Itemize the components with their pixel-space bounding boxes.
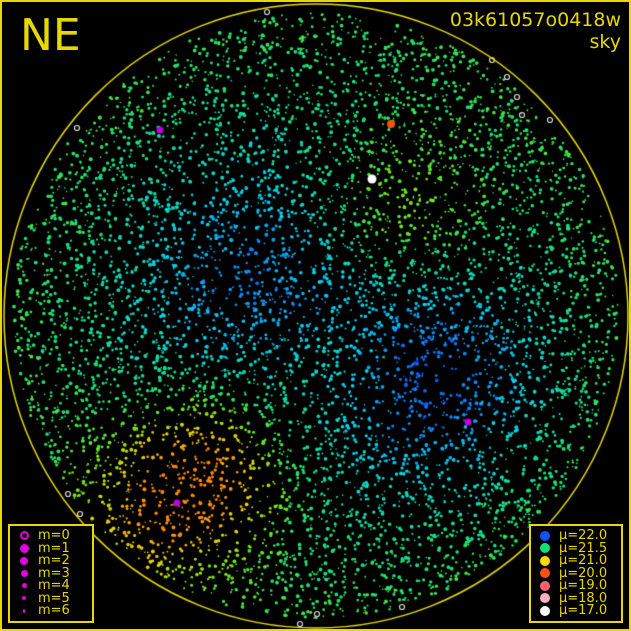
- sky-brightness-legend-item: μ=18.0: [537, 592, 615, 605]
- dot-icon: [20, 569, 28, 577]
- color-swatch-icon: [540, 605, 550, 616]
- dot-icon: [22, 596, 26, 601]
- observation-id: 03k61057o0418w: [449, 9, 621, 31]
- sky-brightness-legend-label: μ=20.0: [559, 565, 608, 581]
- color-swatch-icon: [540, 593, 550, 604]
- sky-brightness-legend-item: μ=17.0: [537, 603, 615, 619]
- sky-brightness-legend-label: μ=17.0: [559, 603, 608, 619]
- sky-brightness-legend-item: μ=19.0: [537, 578, 615, 594]
- dot-icon: [20, 556, 28, 565]
- magnitude-legend-label: m=1: [38, 540, 70, 556]
- magnitude-legend-item: m=2: [16, 553, 86, 569]
- magnitude-legend-label: m=4: [38, 578, 70, 594]
- sky-brightness-legend-item: μ=21.0: [537, 553, 615, 569]
- magnitude-legend-item: m=4: [16, 578, 86, 594]
- color-swatch-icon: [540, 568, 550, 579]
- sky-brightness-legend: μ=22.0 μ=21.5 μ=21.0 μ=20.0 μ=19.0 μ=18.0 μ=17…: [529, 523, 623, 623]
- sky-brightness-legend-label: μ=19.0: [559, 578, 608, 594]
- magnitude-legend-label: m=3: [38, 565, 70, 581]
- dot-icon: [23, 608, 25, 613]
- magnitude-legend-item: m=1: [16, 542, 86, 555]
- sky-brightness-legend-item: μ=21.5: [537, 542, 615, 555]
- magnitude-legend-label: m=0: [38, 528, 70, 544]
- sky-brightness-legend-label: μ=21.5: [559, 540, 608, 556]
- magnitude-legend-item: m=3: [16, 567, 86, 580]
- magnitude-legend-label: m=5: [38, 590, 70, 606]
- magnitude-legend-label: m=6: [38, 603, 70, 619]
- magnitude-legend-item: m=0: [16, 528, 86, 544]
- sky-brightness-legend-label: μ=21.0: [559, 553, 608, 569]
- sky-brightness-legend-item: μ=22.0: [537, 528, 615, 544]
- magnitude-legend-label: m=2: [38, 553, 70, 569]
- dot-icon: [19, 543, 29, 553]
- magnitude-legend: m=0 m=1 m=2 m=3 m=4 m=5 m=6: [8, 523, 94, 623]
- color-swatch-icon: [540, 543, 550, 554]
- sky-brightness-legend-label: μ=22.0: [559, 528, 608, 544]
- color-swatch-icon: [540, 530, 550, 541]
- color-swatch-icon: [540, 555, 550, 566]
- plot-type-label: sky: [589, 31, 621, 53]
- magnitude-legend-item: m=6: [16, 603, 86, 619]
- sky-brightness-legend-label: μ=18.0: [559, 590, 608, 606]
- magnitude-legend-item: m=5: [16, 592, 86, 605]
- dot-icon: [21, 583, 27, 589]
- color-swatch-icon: [540, 580, 550, 591]
- direction-label: NE: [20, 10, 81, 61]
- sky-brightness-legend-item: μ=20.0: [537, 567, 615, 580]
- ring-icon: [19, 531, 29, 541]
